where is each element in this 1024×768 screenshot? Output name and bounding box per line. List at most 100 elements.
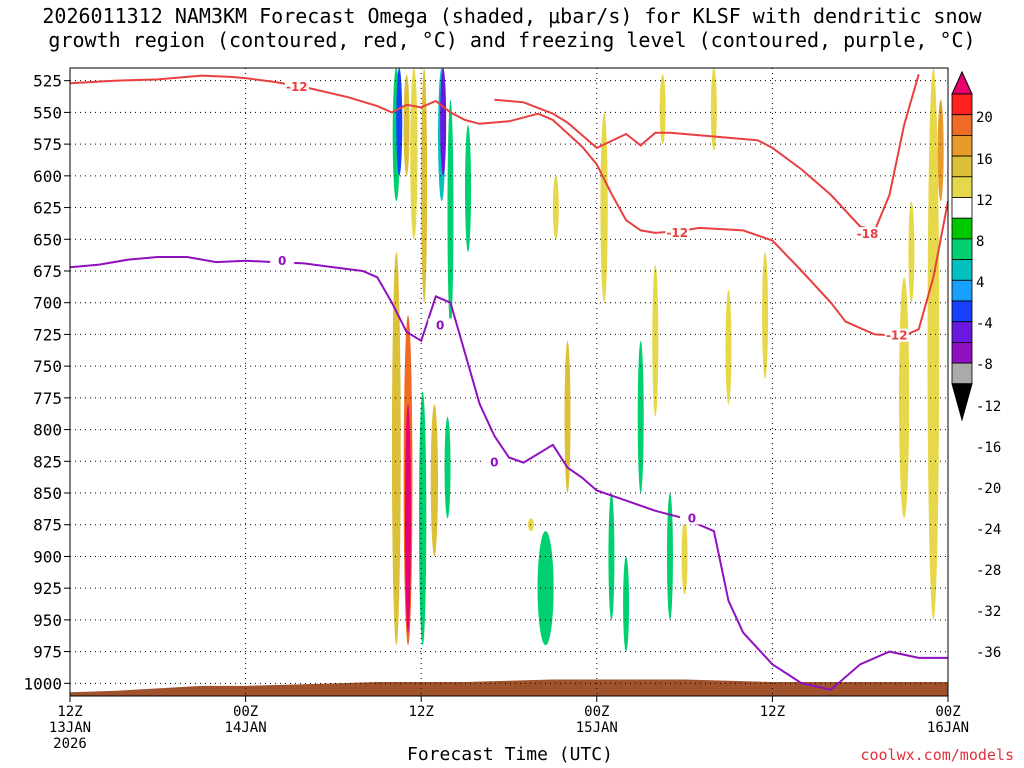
omega-cell xyxy=(600,112,608,303)
freezing-level-contour xyxy=(70,256,948,691)
colorbar-label: -32 xyxy=(976,604,1001,620)
colorbar-segment xyxy=(951,217,973,240)
omega-cell xyxy=(908,201,915,303)
y-tick-label: 800 xyxy=(33,421,62,440)
omega-cell xyxy=(927,68,940,620)
y-tick-label: 525 xyxy=(33,72,62,91)
omega-cell xyxy=(430,404,439,557)
omega-cell xyxy=(725,290,732,405)
omega-cell xyxy=(465,125,472,252)
colorbar-segment xyxy=(951,197,973,219)
y-tick-label: 950 xyxy=(33,611,62,630)
chart-title-line2: growth region (contoured, red, °C) and f… xyxy=(48,28,976,52)
x-tick-label: 14JAN xyxy=(225,720,267,736)
omega-cell xyxy=(421,68,428,303)
colorbar-segment xyxy=(951,341,973,364)
colorbar-segment xyxy=(951,321,973,343)
y-tick-label: 725 xyxy=(33,325,62,344)
omega-cell xyxy=(403,74,410,176)
omega-cell xyxy=(710,68,717,151)
contour-label-bg xyxy=(665,225,690,239)
y-tick-label: 825 xyxy=(33,452,62,471)
colorbar-label: -20 xyxy=(976,481,1001,497)
x-tick-label: 12Z xyxy=(57,704,82,720)
colorbar-segment xyxy=(951,114,973,136)
chart-title: 2026011312 NAM3KM Forecast Omega (shaded… xyxy=(0,4,1024,52)
plot-frame xyxy=(69,67,949,697)
y-tick-label: 775 xyxy=(33,389,62,408)
contour-label: -12 xyxy=(666,226,688,240)
colorbar-top-arrow xyxy=(951,70,973,95)
y-tick-label: 875 xyxy=(33,516,62,535)
colorbar-label: -12 xyxy=(976,399,1001,415)
colorbar-bottom-arrow xyxy=(951,383,973,422)
omega-cell xyxy=(762,251,769,379)
colorbar-segment xyxy=(951,259,973,281)
contour-label-bg xyxy=(482,455,507,469)
omega-cell xyxy=(681,518,688,595)
contour-label-bg xyxy=(270,253,295,267)
contour-label: -12 xyxy=(886,329,908,343)
colorbar-label: -4 xyxy=(976,316,993,332)
y-tick-label: 600 xyxy=(33,167,62,186)
x-tick-label: 00Z xyxy=(233,704,258,720)
omega-cell xyxy=(410,68,418,240)
x-tick-label: 00Z xyxy=(935,704,960,720)
contour-label-bg xyxy=(884,328,909,342)
x-tick-label: 00Z xyxy=(584,704,609,720)
y-tick-label: 900 xyxy=(33,547,62,566)
y-tick-label: 650 xyxy=(33,230,62,249)
omega-cell xyxy=(444,416,451,519)
contour-label-bg xyxy=(284,80,309,94)
colorbar-label: -8 xyxy=(976,357,993,373)
contour-label-bg xyxy=(428,318,453,332)
y-tick-label: 850 xyxy=(33,484,62,503)
x-tick-label: 16JAN xyxy=(927,720,969,736)
y-tick-label: 625 xyxy=(33,199,62,218)
contour-label-bg xyxy=(855,227,880,241)
omega-cell xyxy=(659,74,666,145)
y-tick-label: 975 xyxy=(33,643,62,662)
omega-cell xyxy=(637,340,644,494)
omega-cell xyxy=(564,340,571,494)
y-tick-label: 550 xyxy=(33,103,62,122)
contour-label: -12 xyxy=(286,80,308,94)
omega-cell xyxy=(391,251,401,646)
contour-label: -18 xyxy=(857,227,879,241)
colorbar-label: 12 xyxy=(976,193,993,209)
x-tick-label: 2026 xyxy=(53,736,87,752)
y-tick-label: 575 xyxy=(33,135,62,154)
omega-cell xyxy=(405,404,412,633)
colorbar-label: 20 xyxy=(976,110,993,126)
colorbar-label: 16 xyxy=(976,152,993,168)
x-tick-label: 13JAN xyxy=(49,720,91,736)
x-tick-label: 12Z xyxy=(760,704,785,720)
colorbar-segment xyxy=(951,362,973,385)
colorbar-segment xyxy=(951,134,973,157)
colorbar-segment xyxy=(951,176,973,198)
colorbar-segment xyxy=(951,300,973,323)
y-tick-label: 1000 xyxy=(23,674,62,693)
y-tick-label: 750 xyxy=(33,357,62,376)
y-tick-label: 675 xyxy=(33,262,62,281)
colorbar-label: -36 xyxy=(976,645,1001,661)
omega-cell xyxy=(623,556,630,652)
colorbar-label: 4 xyxy=(976,275,984,291)
omega-cell xyxy=(937,99,944,202)
contour-label: 0 xyxy=(688,511,696,525)
contour-label: 0 xyxy=(278,254,286,268)
colorbar-segment xyxy=(951,238,973,260)
x-axis-label: Forecast Time (UTC) xyxy=(407,744,613,765)
omega-cell xyxy=(608,493,615,620)
chart-title-line1: 2026011312 NAM3KM Forecast Omega (shaded… xyxy=(42,4,982,28)
colorbar-segment xyxy=(951,93,973,116)
omega-cell xyxy=(419,391,427,646)
y-tick-label: 700 xyxy=(33,294,62,313)
credit-link[interactable]: coolwx.com/models xyxy=(860,746,1014,764)
colorbar-label: -24 xyxy=(976,522,1001,538)
contour-label-bg xyxy=(679,511,704,525)
colorbar-label: -16 xyxy=(976,440,1001,456)
colorbar-segment xyxy=(951,279,973,302)
colorbar-segment xyxy=(951,155,973,178)
